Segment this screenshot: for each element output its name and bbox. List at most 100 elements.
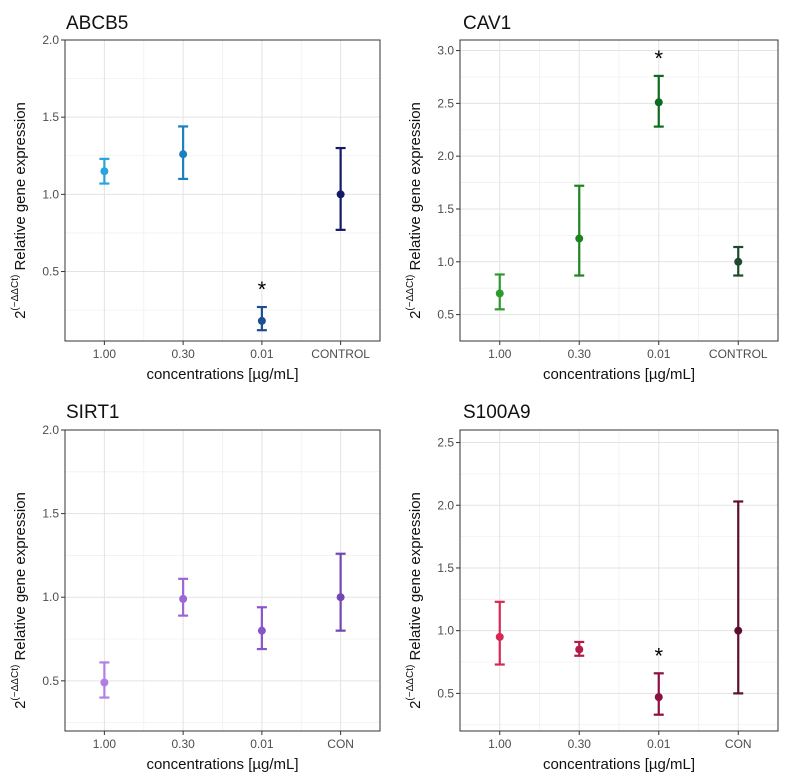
mean-point — [654, 693, 663, 702]
mean-point — [336, 190, 345, 199]
x-tick-label: 1.00 — [488, 347, 512, 361]
y-tick-label: 2.0 — [42, 423, 59, 437]
mean-point — [179, 594, 188, 603]
y-axis-exponent-base: 2 — [12, 311, 29, 319]
x-tick-label: 0.01 — [647, 347, 671, 361]
y-tick-label: 1.0 — [437, 624, 454, 638]
y-tick-label: 2.0 — [437, 498, 454, 512]
y-axis-label: Relative gene expression — [12, 492, 29, 665]
mean-point — [495, 289, 504, 298]
chart-title: S100A9 — [463, 402, 531, 423]
errorbar-point: * — [653, 46, 664, 128]
errorbar-point: * — [256, 277, 267, 332]
chart-panel-abcb5: ABCB5 0.5 1.0 1.5 2.0 1.00 0.30 0.01 CONTROL conc… — [10, 13, 381, 383]
y-axis-exponent: (−ΔΔCt) — [405, 275, 416, 311]
x-tick-label: 1.00 — [93, 737, 117, 751]
y-tick-label: 2.5 — [437, 96, 454, 110]
x-tick-label: 0.30 — [568, 347, 592, 361]
y-tick-label: 2.0 — [42, 33, 59, 47]
y-tick-label: 0.5 — [437, 308, 454, 322]
errorbar-point — [99, 661, 110, 699]
x-tick-label: 0.01 — [647, 737, 671, 751]
errorbar-point — [494, 600, 505, 666]
x-tick-label: CON — [327, 737, 354, 751]
mean-point — [179, 150, 188, 159]
mean-point — [575, 234, 584, 243]
mean-point — [257, 316, 266, 325]
y-axis-exponent-base: 2 — [407, 311, 424, 319]
errorbar-point — [335, 146, 346, 231]
mean-point — [257, 626, 266, 635]
x-tick-label: 1.00 — [488, 737, 512, 751]
y-axis-title: 2(−ΔΔCt) Relative gene expression — [405, 102, 424, 319]
x-tick-label: 0.30 — [171, 347, 195, 361]
mean-point — [575, 645, 584, 654]
plot-border — [64, 429, 381, 732]
errorbar-point — [256, 606, 267, 651]
y-tick-label: 1.5 — [437, 202, 454, 216]
chart-title: ABCB5 — [66, 13, 128, 34]
y-tick-label: 1.5 — [437, 561, 454, 575]
plot-border — [459, 429, 779, 732]
y-axis-exponent: (−ΔΔCt) — [10, 275, 21, 311]
errorbar-point — [574, 184, 585, 277]
chart-title: SIRT1 — [66, 402, 120, 423]
x-axis-title: concentrations [µg/mL] — [146, 366, 298, 383]
chart-title: CAV1 — [463, 13, 511, 34]
y-axis-label: Relative gene expression — [12, 102, 29, 275]
x-tick-label: CONTROL — [311, 347, 370, 361]
chart-panel-s100a9: S100A9 0.5 1.0 1.5 2.0 2.5 1.00 0.30 0.01 CON conc… — [405, 402, 779, 773]
chart-panel-cav1: CAV1 0.5 1.0 1.5 2.0 2.5 3.0 1.00 0.30 0.01 CONTRO… — [405, 13, 779, 383]
y-axis-exponent-base: 2 — [407, 701, 424, 709]
significance-star: * — [258, 277, 267, 302]
y-tick-label: 0.5 — [42, 674, 59, 688]
mean-point — [734, 626, 743, 635]
errorbar-point — [574, 640, 585, 657]
mean-point — [100, 678, 109, 687]
mean-point — [654, 98, 663, 107]
y-axis-title: 2(−ΔΔCt) Relative gene expression — [10, 492, 29, 709]
y-tick-label: 3.0 — [437, 44, 454, 58]
errorbar-point — [99, 157, 110, 185]
errorbar-point — [494, 273, 505, 311]
y-tick-label: 1.0 — [42, 187, 59, 201]
y-axis-label: Relative gene expression — [407, 492, 424, 665]
mean-point — [100, 167, 109, 176]
x-tick-label: CONTROL — [709, 347, 768, 361]
errorbar-point: * — [653, 643, 664, 716]
errorbar-point — [178, 577, 189, 617]
x-axis-title: concentrations [µg/mL] — [543, 756, 695, 773]
x-tick-label: 1.00 — [93, 347, 117, 361]
significance-star: * — [654, 643, 663, 668]
y-axis-exponent-base: 2 — [12, 701, 29, 709]
chart-panel-sirt1: SIRT1 0.5 1.0 1.5 2.0 1.00 0.30 0.01 CON concentr… — [10, 402, 381, 773]
x-tick-label: 0.30 — [568, 737, 592, 751]
x-axis-title: concentrations [µg/mL] — [543, 366, 695, 383]
x-tick-label: 0.01 — [250, 347, 274, 361]
mean-point — [495, 632, 504, 641]
y-tick-label: 1.0 — [42, 590, 59, 604]
y-axis-exponent: (−ΔΔCt) — [405, 665, 416, 701]
plot-border — [459, 39, 779, 342]
mean-point — [734, 257, 743, 266]
errorbar-point — [335, 552, 346, 632]
y-tick-label: 0.5 — [437, 686, 454, 700]
errorbar-point — [733, 245, 744, 277]
y-axis-exponent: (−ΔΔCt) — [10, 665, 21, 701]
significance-star: * — [654, 46, 663, 71]
y-tick-label: 1.5 — [42, 110, 59, 124]
y-tick-label: 1.0 — [437, 255, 454, 269]
y-tick-label: 2.5 — [437, 436, 454, 450]
y-axis-label: Relative gene expression — [407, 102, 424, 275]
x-tick-label: CON — [725, 737, 752, 751]
x-axis-title: concentrations [µg/mL] — [146, 756, 298, 773]
errorbar-point — [178, 125, 189, 181]
y-axis-title: 2(−ΔΔCt) Relative gene expression — [405, 492, 424, 709]
y-tick-label: 0.5 — [42, 265, 59, 279]
x-tick-label: 0.30 — [171, 737, 195, 751]
y-axis-title: 2(−ΔΔCt) Relative gene expression — [10, 102, 29, 319]
y-tick-label: 1.5 — [42, 507, 59, 521]
mean-point — [336, 593, 345, 602]
y-tick-label: 2.0 — [437, 149, 454, 163]
